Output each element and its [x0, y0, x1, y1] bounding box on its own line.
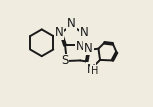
Text: N: N: [54, 26, 63, 39]
Text: N: N: [67, 17, 76, 30]
Text: N: N: [84, 42, 93, 55]
Text: N: N: [76, 40, 85, 53]
Text: S: S: [61, 54, 68, 68]
Text: H: H: [91, 66, 98, 76]
Text: N: N: [80, 26, 89, 39]
Text: N: N: [87, 63, 95, 76]
